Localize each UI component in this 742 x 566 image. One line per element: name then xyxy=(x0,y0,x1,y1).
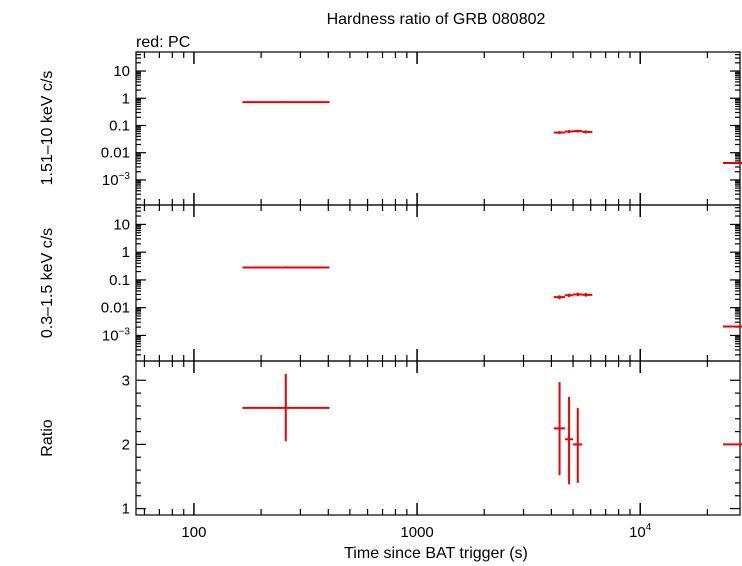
y-tick-label: 1 xyxy=(122,244,130,261)
panel-3: 1 2 3 Ratio xyxy=(39,360,742,518)
data-point xyxy=(564,293,574,298)
panel-frame xyxy=(135,204,741,362)
y-tick-label: 2 xyxy=(122,436,130,453)
x-tick-label: 104 xyxy=(629,522,652,541)
data-point xyxy=(553,382,565,476)
data-point xyxy=(723,161,742,164)
data-point xyxy=(553,131,565,135)
data-point xyxy=(723,325,742,328)
data-point xyxy=(723,443,742,446)
y-tick-label: 10 xyxy=(113,216,130,233)
y-axis-label: 1.51–10 keV c/s xyxy=(39,71,56,186)
data-point xyxy=(582,292,593,297)
x-tick-label: 1000 xyxy=(400,524,433,541)
data-point xyxy=(582,130,593,134)
y-tick-label: 10−3 xyxy=(102,326,131,344)
y-axis-label: 0.3–1.5 keV c/s xyxy=(39,228,56,338)
y-tick-label: 0.01 xyxy=(101,145,130,162)
panel-frame xyxy=(135,360,741,516)
data-point xyxy=(573,292,583,297)
panel-2: 10 1 0.1 0.01 10−3 0.3–1.5 keV c/s xyxy=(39,204,742,362)
y-tick-label: 1 xyxy=(122,90,130,107)
data-point xyxy=(242,101,330,104)
data-point xyxy=(564,130,574,133)
y-tick-label: 3 xyxy=(122,372,130,389)
y-tick-label: 10 xyxy=(113,63,130,80)
data-point xyxy=(242,266,330,269)
chart-subtitle: red: PC xyxy=(136,34,190,51)
y-tick-label: 1 xyxy=(122,501,130,518)
data-point xyxy=(564,396,574,485)
data-point xyxy=(573,407,583,483)
y-tick-label: 0.1 xyxy=(109,117,130,134)
panel-1: 10 1 0.1 0.01 10−3 1.51–10 keV c/s xyxy=(39,51,742,206)
panel-frame xyxy=(135,51,741,206)
x-axis-label: Time since BAT trigger (s) xyxy=(344,545,528,562)
y-axis-label: Ratio xyxy=(39,419,56,456)
data-point xyxy=(242,373,330,442)
data-point xyxy=(553,295,565,300)
y-tick-label: 10−3 xyxy=(102,171,131,189)
chart-title: Hardness ratio of GRB 080802 xyxy=(327,11,546,28)
y-tick-label: 0.01 xyxy=(101,300,130,317)
y-tick-label: 0.1 xyxy=(109,272,130,289)
x-tick-label: 100 xyxy=(181,524,206,541)
data-point xyxy=(573,129,583,133)
